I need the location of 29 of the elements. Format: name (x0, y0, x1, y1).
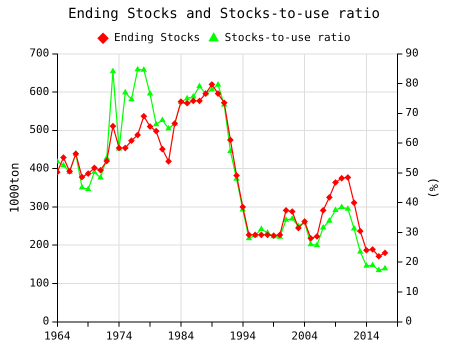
y-tick-label: 600 (29, 84, 50, 98)
y-tick-label: 500 (29, 123, 50, 136)
x-tick-label: 1984 (168, 329, 195, 342)
x-tick-label: 1964 (44, 329, 71, 342)
x-tick-label: 2004 (291, 329, 318, 342)
y-tick-label: 700 (29, 46, 50, 60)
y2-axis-title: (%) (426, 176, 441, 199)
x-tick-label: 1994 (230, 329, 256, 342)
y-tick-label: 100 (29, 276, 50, 290)
y2-tick-label: 70 (405, 106, 419, 120)
legend-label: Stocks-to-use ratio (224, 31, 350, 44)
y2-tick-label: 10 (405, 284, 419, 298)
x-tick-label: 2014 (353, 329, 380, 342)
y2-tick-label: 90 (405, 46, 419, 60)
y-axis-title: 1000ton (7, 162, 22, 214)
y-tick-label: 0 (42, 314, 50, 328)
y-tick-label: 400 (29, 162, 50, 175)
y2-tick-label: 50 (405, 166, 419, 179)
y2-tick-label: 30 (405, 225, 419, 238)
y-tick-label: 200 (29, 238, 50, 252)
legend-label: Ending Stocks (114, 31, 200, 44)
y2-tick-label: 60 (405, 136, 419, 149)
y-tick-label: 300 (29, 200, 50, 213)
y2-tick-label: 80 (405, 76, 419, 90)
y2-tick-label: 40 (405, 196, 419, 209)
chart-title: Ending Stocks and Stocks-to-use ratio (68, 6, 380, 22)
y2-tick-label: 20 (405, 255, 419, 268)
y2-tick-label: 0 (405, 314, 412, 328)
x-tick-label: 1974 (106, 329, 133, 342)
